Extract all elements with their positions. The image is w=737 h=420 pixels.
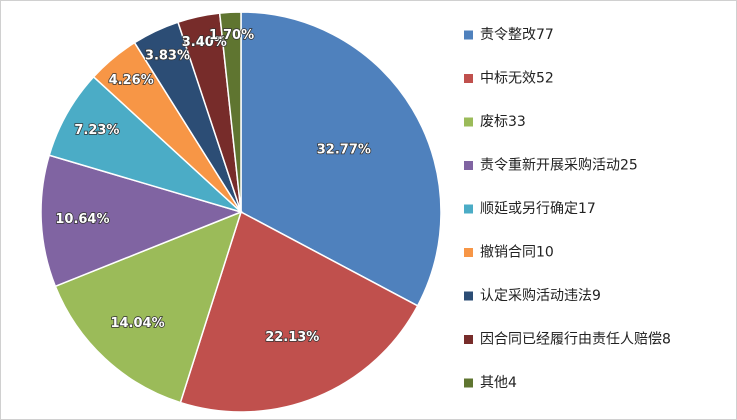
legend-label: 废标33 bbox=[480, 114, 526, 130]
pie-slice bbox=[218, 11, 242, 213]
legend-label: 其他4 bbox=[480, 375, 517, 391]
data-label: 22.13% bbox=[265, 330, 319, 345]
legend-swatch bbox=[464, 291, 473, 301]
pie-slice bbox=[240, 11, 442, 307]
data-label: 3.83% bbox=[145, 49, 190, 64]
legend-label: 责令整改77 bbox=[480, 27, 554, 43]
legend-label: 认定采购活动违法9 bbox=[480, 288, 601, 304]
legend-swatch bbox=[464, 74, 473, 83]
legend-swatch bbox=[464, 204, 473, 214]
data-label: 32.77% bbox=[317, 143, 371, 158]
legend-swatch bbox=[464, 248, 473, 257]
legend-label: 撤销合同10 bbox=[480, 245, 554, 261]
pie-slice bbox=[54, 210, 243, 404]
data-label: 1.70% bbox=[209, 28, 254, 43]
data-label: 4.26% bbox=[109, 73, 154, 88]
legend-swatch bbox=[464, 335, 473, 344]
legend-swatch bbox=[464, 161, 473, 170]
data-label: 10.64% bbox=[55, 212, 109, 227]
legend-label: 中标无效52 bbox=[480, 71, 554, 87]
legend-swatch bbox=[464, 117, 473, 127]
data-label: 7.23% bbox=[74, 123, 119, 138]
pie-slice bbox=[40, 154, 244, 288]
legend-swatch bbox=[464, 378, 473, 388]
legend-label: 顺延或另行确定17 bbox=[480, 201, 596, 217]
data-label: 14.04% bbox=[110, 316, 164, 331]
legend-label: 因合同已经履行由责任人赔偿8 bbox=[480, 332, 671, 348]
pie-slice bbox=[179, 210, 419, 413]
legend-label: 责令重新开展采购活动25 bbox=[480, 158, 638, 174]
legend-swatch bbox=[464, 30, 473, 40]
data-label: 3.40% bbox=[182, 35, 227, 50]
